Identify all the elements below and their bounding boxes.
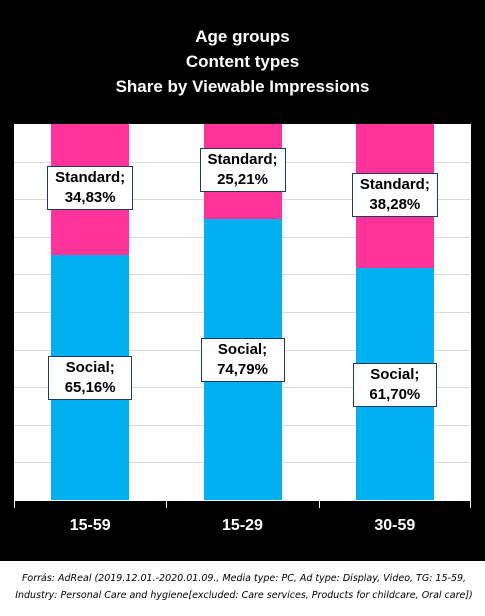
x-tick-mark xyxy=(14,501,15,508)
data-label-value: 74,79% xyxy=(217,361,268,379)
data-label-series: Standard; xyxy=(55,169,126,187)
x-tick-label-30-59: 30-59 xyxy=(374,517,416,534)
x-tick-label-15-29: 15-29 xyxy=(222,517,263,534)
data-label-standard-15-59: Standard; 34,83% xyxy=(47,166,134,211)
source-note-line-1: Forrás: AdReal (2019.12.01.-2020.01.09.,… xyxy=(21,573,467,584)
source-note: Forrás: AdReal (2019.12.01.-2020.01.09.,… xyxy=(8,570,480,604)
x-axis-line xyxy=(14,500,471,501)
x-tick-label-15-59: 15-59 xyxy=(69,517,111,534)
plot-area: Social; 65,16% Standard; 34,83% Social; 74,79… xyxy=(14,124,471,500)
chart-title: Age groups Content types Share by Viewab… xyxy=(0,24,485,99)
data-label-series: Social; xyxy=(370,366,420,383)
x-tick-mark xyxy=(318,501,320,508)
x-tick-mark xyxy=(470,501,471,508)
x-tick-mark xyxy=(166,501,168,508)
chart-panel: Age groups Content types Share by Viewab… xyxy=(0,0,485,561)
data-label-social-15-29: Social; 74,79% xyxy=(200,338,285,383)
chart-title-line-3: Share by Viewable Impressions xyxy=(115,77,370,96)
chart-title-line-2: Content types xyxy=(185,52,300,71)
data-label-value: 38,28% xyxy=(369,196,421,213)
data-label-value: 34,83% xyxy=(64,189,116,207)
data-label-series: Standard; xyxy=(207,151,278,169)
data-label-value: 61,70% xyxy=(369,386,421,403)
data-label-series: Social; xyxy=(217,341,268,359)
data-label-value: 25,21% xyxy=(217,171,268,189)
data-label-social-30-59: Social; 61,70% xyxy=(352,363,437,407)
source-note-line-2: Industry: Personal Care and hygiene[excl… xyxy=(15,590,473,601)
chart-title-line-1: Age groups xyxy=(195,27,290,46)
data-label-series: Standard; xyxy=(359,176,430,193)
data-label-social-15-59: Social; 65,16% xyxy=(48,356,133,401)
data-label-value: 65,16% xyxy=(64,379,116,397)
data-label-standard-30-59: Standard; 38,28% xyxy=(351,173,438,217)
data-label-series: Social; xyxy=(65,359,115,377)
data-label-standard-15-29: Standard; 25,21% xyxy=(199,148,286,193)
